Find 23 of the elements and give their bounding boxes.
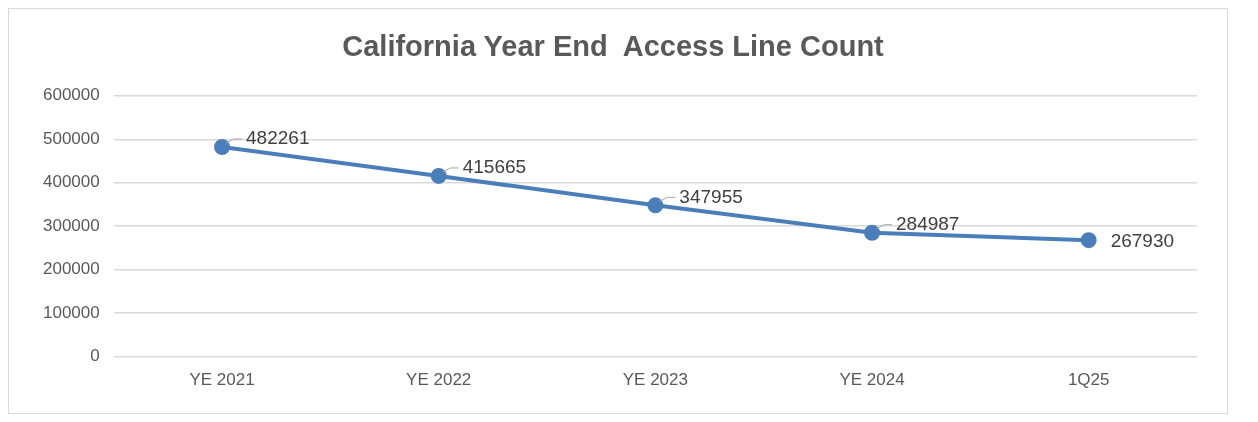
point [214, 138, 231, 155]
x-tick-label: YE 2024 [839, 370, 905, 390]
point [1080, 232, 1097, 249]
x-tick-label: YE 2021 [189, 370, 255, 390]
y-tick-label: 400000 [42, 172, 100, 192]
chart-title: California Year End Access Line Count [342, 30, 885, 63]
data-label: 415665 [462, 156, 527, 178]
y-tick-label: 0 [90, 346, 100, 366]
x-tick-label: YE 2022 [406, 370, 472, 390]
y-tick-label: 500000 [42, 128, 100, 148]
point [647, 197, 664, 214]
data-label: 482261 [246, 127, 310, 149]
data-label: 284987 [896, 212, 960, 234]
y-tick-label: 200000 [42, 259, 100, 279]
y-tick-label: 600000 [42, 85, 100, 105]
y-tick-label: 100000 [42, 302, 100, 322]
x-tick-label: 1Q25 [1067, 370, 1110, 390]
data-label: 267930 [1110, 230, 1175, 252]
y-tick-label: 300000 [42, 215, 100, 235]
x-tick-label: YE 2023 [622, 370, 688, 390]
point [430, 167, 447, 184]
data-label: 347955 [679, 185, 743, 207]
point [864, 224, 881, 241]
